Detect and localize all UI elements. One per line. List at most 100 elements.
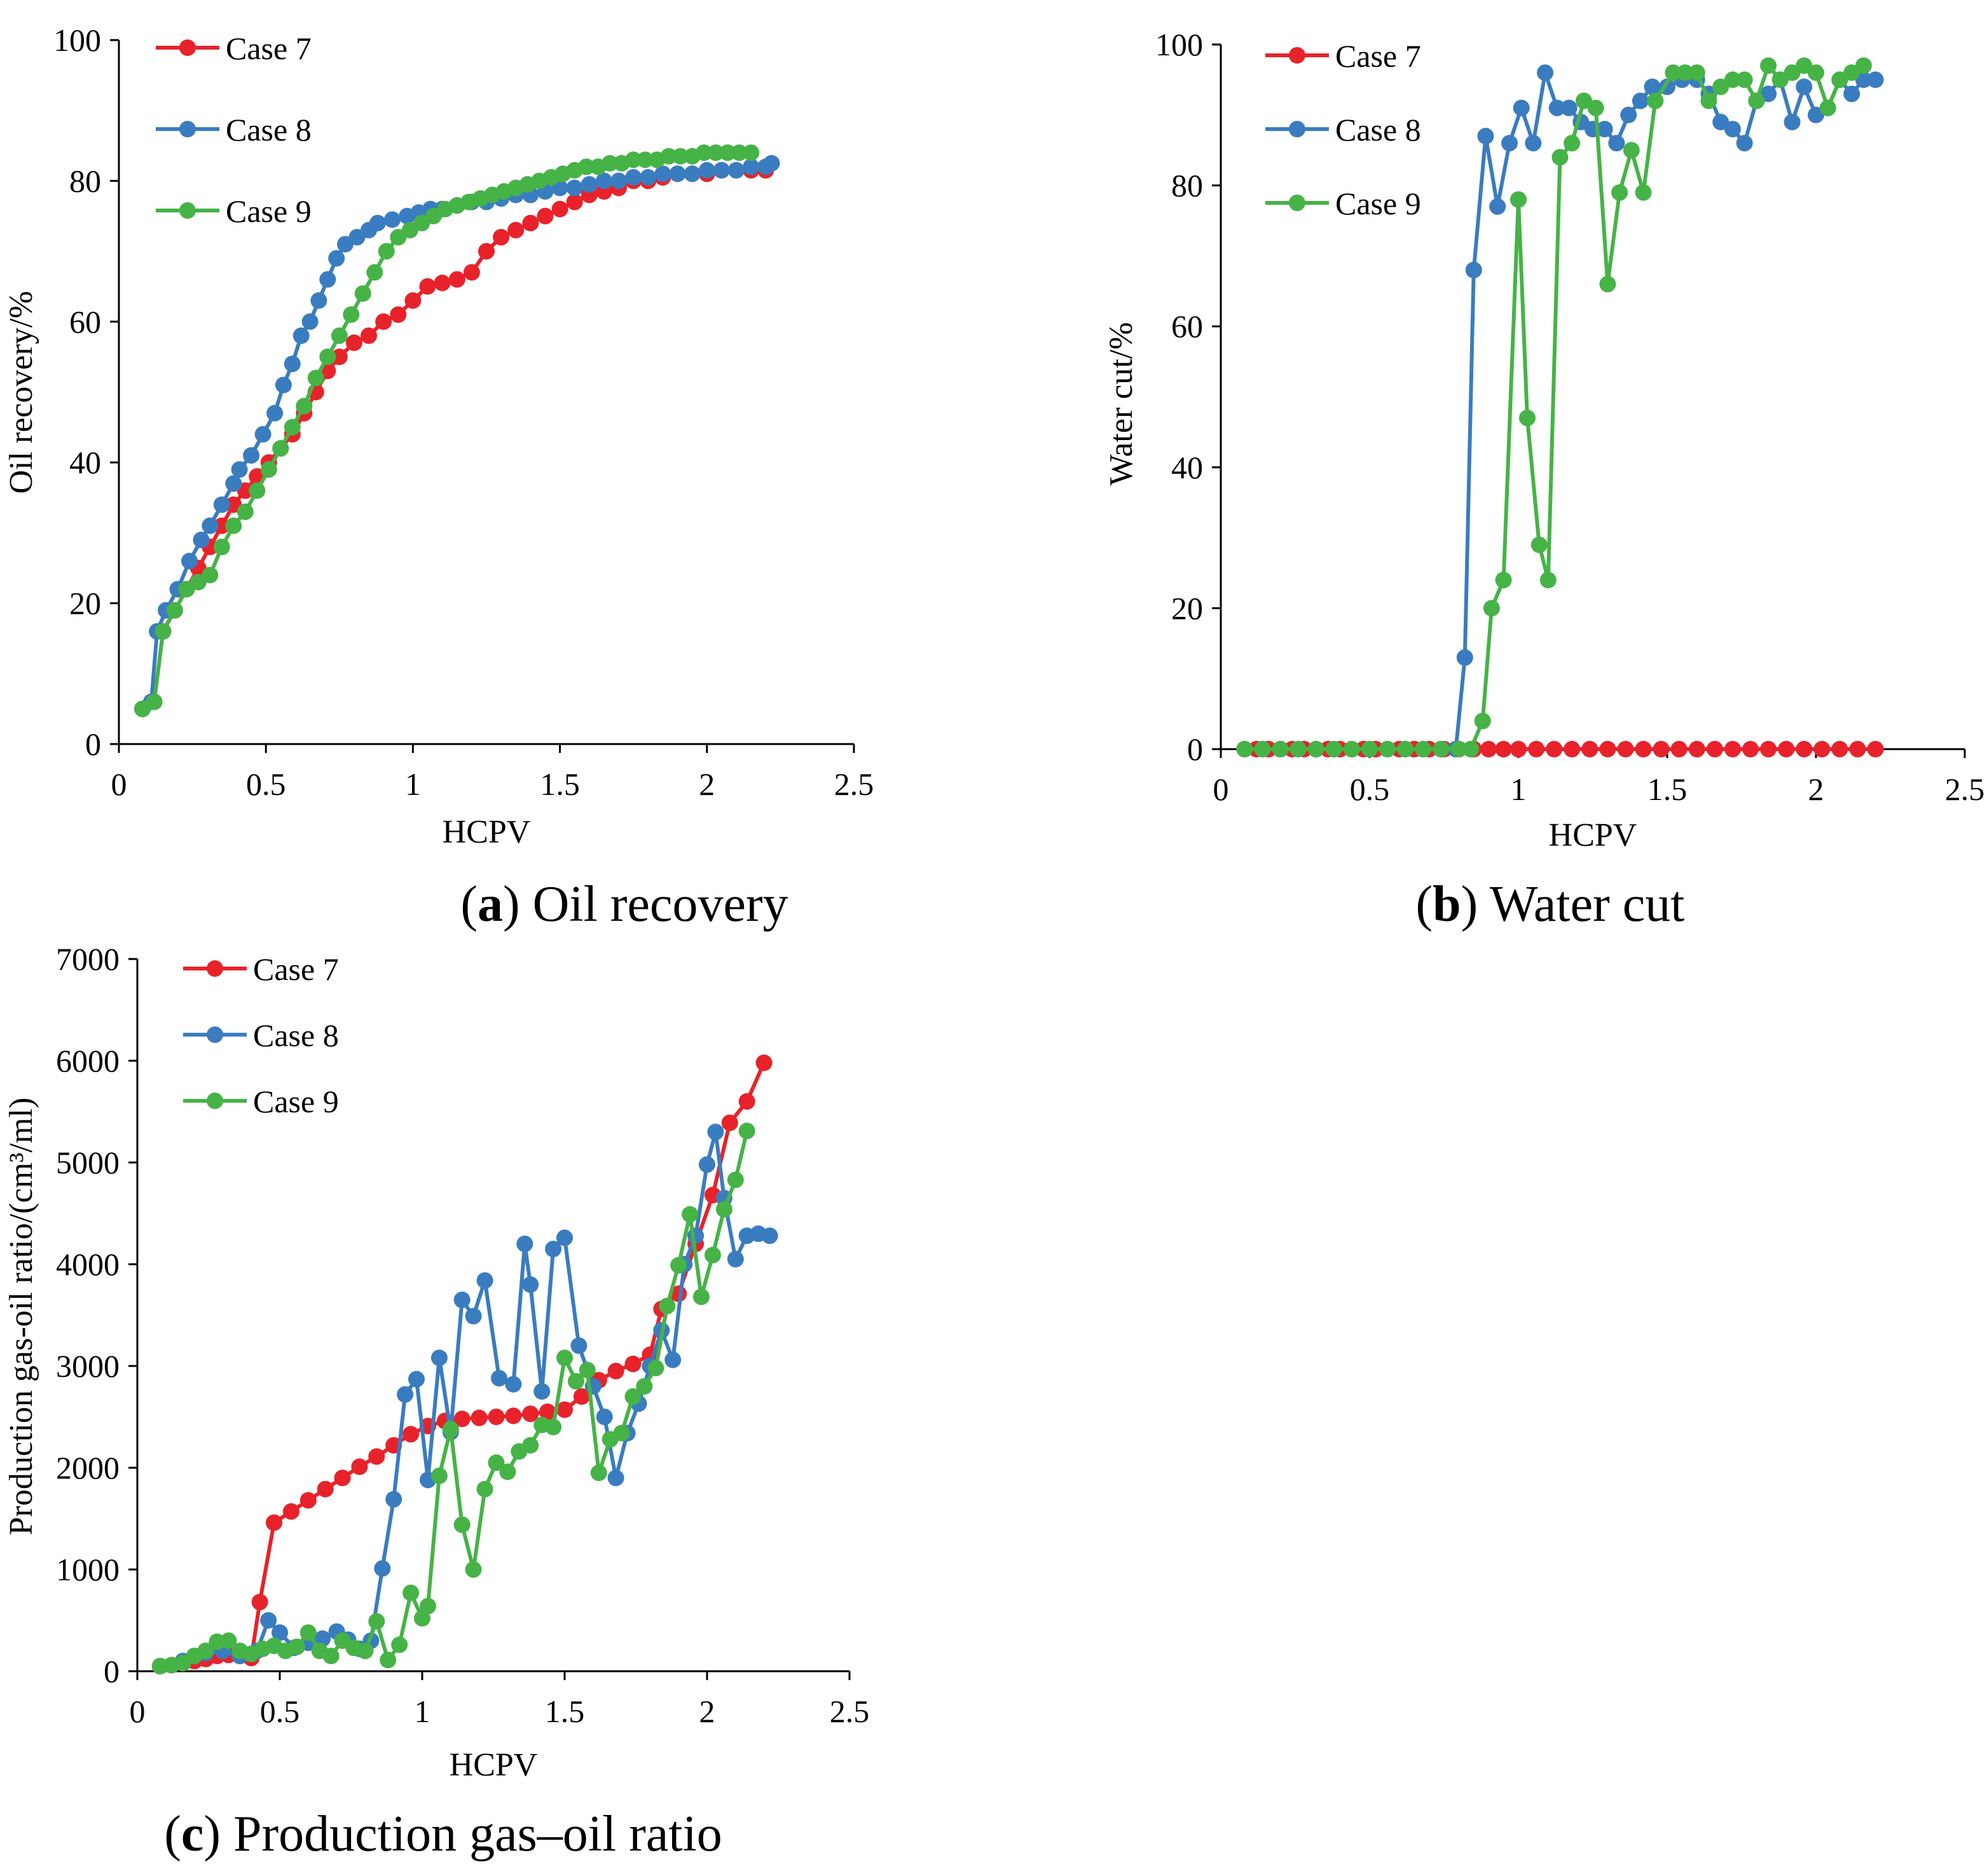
data-point — [374, 1560, 391, 1577]
data-point — [378, 243, 395, 260]
y-tick-label: 0 — [104, 1653, 120, 1689]
data-point — [1272, 741, 1289, 757]
data-point — [1587, 99, 1604, 116]
data-point — [354, 285, 371, 302]
data-point — [1611, 184, 1628, 201]
data-point — [292, 327, 310, 344]
data-point — [1771, 71, 1789, 88]
data-point — [682, 1206, 699, 1223]
caption-close-paren: ) — [1461, 876, 1490, 932]
data-point — [453, 1516, 471, 1533]
data-point — [202, 567, 219, 584]
y-axis-title: Production gas-oil ratio/(cm³/ml) — [3, 1098, 39, 1536]
y-tick-label: 0 — [1187, 731, 1203, 767]
data-point — [566, 193, 583, 210]
data-point — [272, 440, 289, 457]
data-point — [404, 292, 422, 309]
data-point — [699, 1156, 715, 1173]
data-point — [636, 151, 654, 169]
data-point — [719, 144, 736, 162]
data-point — [1647, 92, 1664, 109]
data-point — [763, 155, 780, 172]
data-point — [670, 1257, 687, 1274]
data-point — [660, 148, 677, 165]
data-point — [1546, 741, 1563, 757]
data-point — [713, 162, 730, 179]
data-point — [1843, 85, 1860, 102]
data-point — [465, 1307, 482, 1325]
data-point — [1596, 121, 1613, 137]
data-point — [1688, 741, 1705, 757]
data-point — [343, 306, 360, 323]
data-point — [1361, 741, 1378, 757]
x-tick-label: 1 — [1511, 771, 1527, 807]
data-point — [727, 1171, 744, 1189]
data-point — [647, 1360, 664, 1377]
data-point — [284, 355, 301, 373]
legend-swatch-marker — [179, 202, 196, 219]
y-tick-label: 4000 — [56, 1246, 120, 1282]
data-point — [684, 165, 701, 183]
data-point — [442, 1421, 459, 1438]
x-tick-label: 0.5 — [246, 766, 286, 802]
x-tick-label: 0 — [1213, 771, 1229, 807]
legend-label: Case 7 — [226, 31, 312, 66]
data-point — [1489, 198, 1506, 215]
data-point — [1623, 142, 1640, 159]
y-tick-label: 80 — [69, 163, 101, 198]
data-point — [1688, 64, 1705, 81]
data-point — [146, 693, 163, 710]
data-point — [499, 1463, 516, 1480]
data-point — [672, 148, 689, 165]
data-point — [260, 461, 277, 478]
data-point — [1724, 121, 1741, 137]
data-point — [579, 1362, 596, 1379]
data-point — [664, 1351, 682, 1369]
data-point — [1808, 106, 1824, 123]
data-point — [288, 1638, 305, 1655]
data-point — [476, 1480, 493, 1498]
y-tick-label: 2000 — [56, 1450, 120, 1486]
data-point — [1379, 741, 1396, 757]
data-point — [419, 278, 436, 295]
x-tick-label: 0 — [111, 766, 127, 802]
x-tick-label: 0 — [130, 1693, 146, 1729]
data-point — [1599, 741, 1616, 757]
x-axis-title: HCPV — [1549, 817, 1637, 853]
data-point — [1483, 600, 1500, 617]
data-point — [1325, 741, 1342, 757]
y-tick-label: 1000 — [56, 1552, 120, 1587]
legend-label: Case 8 — [226, 112, 312, 148]
data-point — [573, 1388, 590, 1405]
data-point — [266, 1514, 282, 1531]
data-point — [659, 1297, 676, 1314]
x-tick-label: 2 — [699, 1693, 715, 1729]
data-point — [1760, 57, 1777, 74]
data-point — [578, 158, 595, 176]
data-point — [453, 1292, 471, 1308]
legend-label: Case 9 — [1335, 186, 1421, 221]
caption-close-paren: ) — [503, 876, 533, 932]
data-point — [522, 1405, 539, 1423]
data-point — [384, 211, 401, 228]
legend-swatch-marker — [207, 1026, 223, 1043]
data-point — [738, 1122, 755, 1140]
data-point — [385, 1491, 402, 1508]
y-tick-label: 5000 — [56, 1145, 120, 1180]
data-point — [478, 243, 495, 260]
data-point — [533, 1383, 551, 1400]
data-point — [213, 496, 230, 513]
series-case-9 — [151, 1122, 755, 1674]
data-point — [625, 169, 642, 186]
legend-swatch-marker — [179, 121, 196, 137]
data-point — [731, 144, 748, 162]
data-point — [260, 1612, 277, 1629]
data-point — [1796, 741, 1813, 757]
data-point — [1501, 135, 1518, 152]
caption-open-paren: ( — [1415, 876, 1433, 932]
data-point — [331, 348, 348, 366]
data-point — [1855, 57, 1872, 74]
x-tick-label: 1 — [405, 766, 421, 802]
x-tick-label: 1.5 — [545, 1693, 585, 1729]
data-point — [1665, 64, 1682, 81]
